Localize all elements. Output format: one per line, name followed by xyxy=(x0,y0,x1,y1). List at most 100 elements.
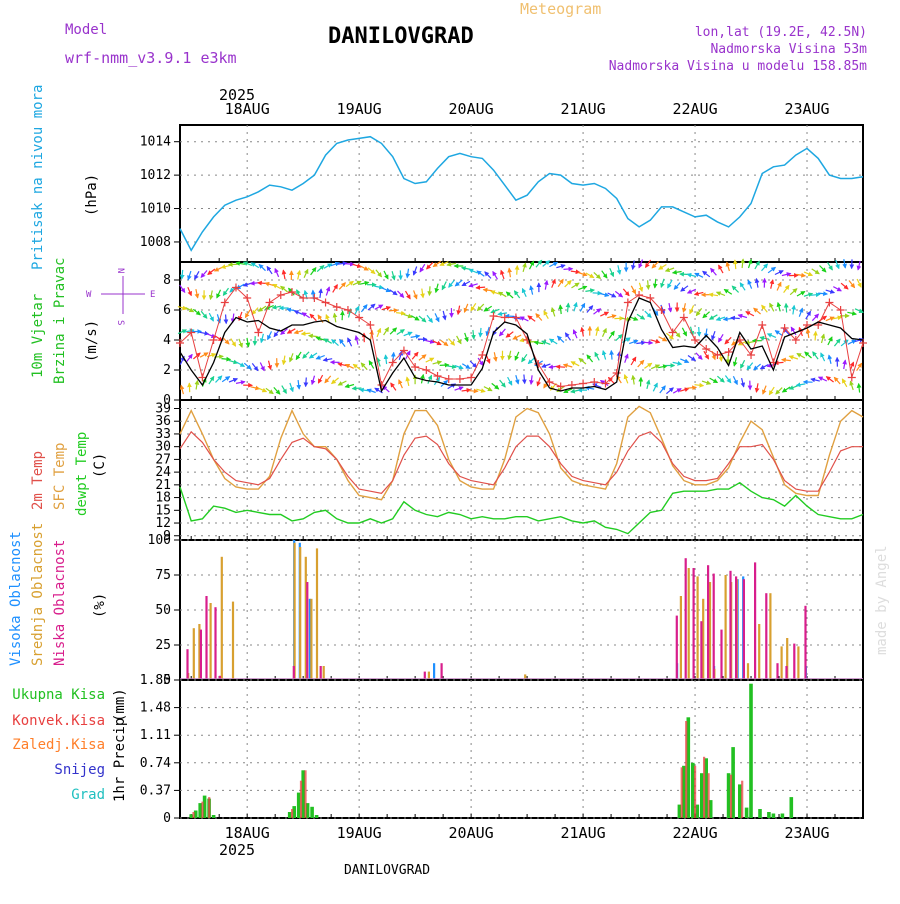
cloud-bar xyxy=(232,602,234,680)
cloud-bar xyxy=(200,630,202,680)
wind-direction-arrow xyxy=(699,327,700,336)
cloud-bar xyxy=(785,666,787,680)
y-tick-label: 1.11 xyxy=(140,728,171,743)
watermark: made by Angel xyxy=(874,545,890,655)
page-title: DANILOVGRAD xyxy=(328,24,474,49)
wind-direction-arrow xyxy=(564,269,573,270)
y-tick-label: 1008 xyxy=(140,235,171,250)
precip-bar xyxy=(749,684,753,818)
cloud-bar xyxy=(323,666,325,680)
day-label-top: 22AUG xyxy=(672,100,717,118)
dewpt-label: dewpt Temp xyxy=(74,432,90,516)
y-tick-label: 6 xyxy=(163,303,171,318)
precip-legend-item: Snijeg xyxy=(54,762,105,778)
low-cloud-label: Niska Oblacnost xyxy=(52,540,68,666)
wind-direction-arrow xyxy=(480,328,481,337)
footer-station: DANILOVGRAD xyxy=(344,863,430,878)
cloud-bar xyxy=(676,616,678,680)
precip-label: 1hr Precip xyxy=(112,718,128,802)
temp-label: 2m Temp xyxy=(30,451,46,510)
day-label-bottom: 19AUG xyxy=(337,824,382,842)
day-label-bottom: 18AUG xyxy=(225,824,270,842)
precip-bar xyxy=(730,775,732,818)
cloud-bar xyxy=(765,593,767,680)
cloud-bar xyxy=(707,565,709,680)
mid-cloud-label: Srednja Oblacnost xyxy=(30,523,46,666)
precip-bar xyxy=(781,814,785,819)
cloud-bar xyxy=(320,666,322,680)
precip-bar xyxy=(310,807,314,818)
precip-bar xyxy=(758,809,762,818)
cloud-bar xyxy=(797,646,799,680)
cloud-bar xyxy=(725,575,727,680)
cloud-bar xyxy=(441,663,443,680)
compass-e: E xyxy=(150,290,155,300)
y-tick-label: 75 xyxy=(155,568,171,583)
cloud-bar xyxy=(193,628,195,680)
day-label-bottom: 20AUG xyxy=(449,824,494,842)
sfc-temp-label: SFC Temp xyxy=(52,443,68,510)
wind-direction-arrow xyxy=(524,375,525,384)
wind-direction-arrow xyxy=(556,367,565,368)
precip-bar xyxy=(790,797,794,818)
wind-direction-arrow xyxy=(306,378,307,387)
cloud-unit: (%) xyxy=(92,593,108,618)
precip-bar xyxy=(767,812,771,818)
y-tick-label: 1.85 xyxy=(140,673,171,688)
wind-direction-arrow xyxy=(786,304,787,313)
cloud-bar xyxy=(769,593,771,680)
precip-bar xyxy=(201,802,203,818)
day-label-top: 20AUG xyxy=(449,100,494,118)
cloud-bar xyxy=(735,576,737,680)
panel-frame xyxy=(180,680,863,818)
cloud-bar xyxy=(693,568,695,680)
y-tick-label: 25 xyxy=(155,638,171,653)
wind-direction-arrow xyxy=(517,266,518,275)
cloud-bar xyxy=(433,663,435,680)
y-tick-label: 50 xyxy=(155,603,171,618)
cloud-bar xyxy=(793,644,795,680)
wind-direction-arrow xyxy=(342,311,343,320)
pressure-label: Pritisak na nivou mora xyxy=(30,85,46,270)
y-tick-label: 0.37 xyxy=(140,783,171,798)
precip-bar xyxy=(681,767,683,818)
precip-bar xyxy=(741,781,743,818)
precip-bar xyxy=(300,781,302,818)
precip-bar xyxy=(315,815,319,818)
cloud-bar xyxy=(804,606,806,680)
day-label-bottom: 21AUG xyxy=(561,824,606,842)
precip-bar xyxy=(212,815,216,818)
panel-frame xyxy=(180,540,863,680)
panel-frame xyxy=(180,400,863,540)
cloud-bar xyxy=(293,666,295,680)
precip-bar xyxy=(192,812,194,818)
cloud-bar xyxy=(680,596,682,680)
lonlat-label: lon,lat (19.2E, 42.5N) xyxy=(695,25,867,40)
y-tick-label: 100 xyxy=(148,533,171,548)
meteogram-subtitle: Meteogram xyxy=(520,0,601,18)
pressure-unit: (hPa) xyxy=(84,174,100,216)
compass-w: W xyxy=(86,290,92,300)
cloud-bar xyxy=(685,558,687,680)
y-tick-label: 0.74 xyxy=(140,756,171,771)
cloud-bar xyxy=(316,548,318,680)
cloud-bar xyxy=(781,646,783,680)
cloud-bar xyxy=(186,649,188,680)
precip-bar xyxy=(738,784,742,818)
year-bottom: 2025 xyxy=(219,841,255,859)
wind-direction-arrow xyxy=(469,391,478,392)
day-label-top: 23AUG xyxy=(784,100,829,118)
elevation-label: Nadmorska Visina 53m xyxy=(710,42,867,57)
cloud-bar xyxy=(776,663,778,680)
cloud-bar xyxy=(758,624,760,680)
wind-direction-arrow xyxy=(476,287,485,288)
day-label-top: 19AUG xyxy=(337,100,382,118)
temp-unit: (C) xyxy=(92,453,108,478)
precip-bar xyxy=(291,809,293,818)
compass-s: S xyxy=(115,320,125,325)
